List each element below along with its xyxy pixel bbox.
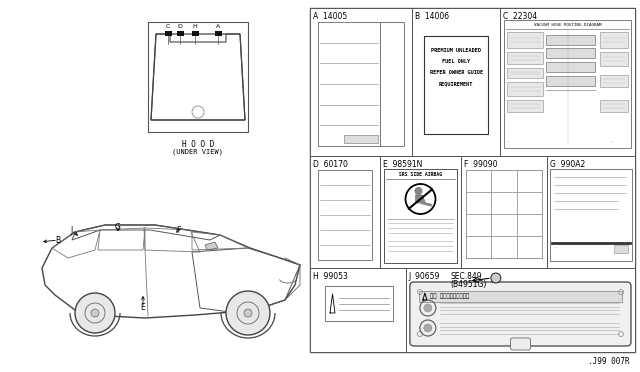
Bar: [318, 170, 372, 260]
Bar: [461, 156, 547, 268]
Bar: [380, 22, 404, 146]
Bar: [507, 68, 543, 78]
Text: 注意  トランスポート固定: 注意 トランスポート固定: [430, 293, 469, 299]
Bar: [466, 214, 492, 236]
FancyBboxPatch shape: [410, 282, 631, 346]
Bar: [517, 192, 542, 214]
Bar: [507, 52, 543, 64]
Text: FUEL ONLY: FUEL ONLY: [442, 59, 470, 64]
Bar: [507, 32, 543, 48]
Text: .J99 007R: .J99 007R: [588, 357, 630, 366]
Text: VACUUM HOSE ROUTING DIAGRAM: VACUUM HOSE ROUTING DIAGRAM: [534, 23, 602, 27]
Bar: [310, 156, 380, 268]
Bar: [380, 156, 461, 268]
Circle shape: [491, 273, 501, 283]
Bar: [600, 100, 628, 112]
Text: F: F: [176, 225, 180, 234]
Bar: [517, 170, 542, 192]
Circle shape: [75, 293, 115, 333]
Text: G  990A2: G 990A2: [550, 160, 586, 169]
Text: (B4951G): (B4951G): [451, 280, 487, 289]
Bar: [310, 268, 406, 352]
Text: H O O D: H O O D: [182, 140, 214, 149]
Bar: [504, 20, 631, 148]
Text: A: A: [216, 24, 220, 29]
Bar: [310, 8, 412, 156]
Bar: [492, 236, 517, 258]
Bar: [517, 214, 542, 236]
Bar: [492, 214, 517, 236]
Bar: [466, 170, 492, 192]
Text: C  22304: C 22304: [503, 12, 537, 21]
Circle shape: [424, 304, 432, 312]
Bar: [600, 52, 628, 66]
Bar: [192, 31, 199, 36]
Bar: [492, 170, 517, 192]
Bar: [424, 36, 488, 134]
Bar: [600, 75, 628, 87]
Bar: [466, 170, 542, 258]
Bar: [148, 22, 248, 132]
Text: ---: ---: [554, 245, 559, 249]
Text: C: C: [166, 24, 170, 29]
Bar: [419, 291, 622, 302]
Text: G: G: [115, 222, 121, 231]
Text: D: D: [177, 24, 182, 29]
Bar: [177, 31, 184, 36]
Text: ---: ---: [507, 139, 511, 143]
Text: ---: ---: [611, 139, 616, 143]
Text: F  99090: F 99090: [464, 160, 498, 169]
Bar: [492, 192, 517, 214]
Circle shape: [226, 291, 270, 335]
Bar: [466, 236, 492, 258]
Bar: [546, 35, 595, 45]
Polygon shape: [205, 242, 218, 250]
Text: B  14006: B 14006: [415, 12, 449, 21]
Circle shape: [424, 324, 432, 332]
Bar: [600, 32, 628, 48]
Polygon shape: [415, 195, 426, 203]
Text: PREMIUM UNLEADED: PREMIUM UNLEADED: [431, 48, 481, 53]
Text: REFER OWNER GUIDE: REFER OWNER GUIDE: [429, 70, 483, 75]
Text: J: J: [71, 225, 73, 234]
Bar: [310, 8, 635, 352]
Bar: [507, 100, 543, 112]
Circle shape: [244, 309, 252, 317]
Text: E: E: [141, 304, 145, 312]
Bar: [344, 135, 378, 143]
Bar: [215, 31, 222, 36]
Text: H  99053: H 99053: [313, 272, 348, 281]
Bar: [614, 245, 628, 253]
Circle shape: [91, 309, 99, 317]
Bar: [546, 48, 595, 58]
Bar: [412, 8, 500, 156]
Bar: [325, 286, 393, 321]
Bar: [546, 76, 595, 86]
FancyBboxPatch shape: [511, 338, 531, 350]
Text: SEC.849: SEC.849: [451, 272, 483, 281]
Text: H: H: [193, 24, 197, 29]
Text: REQUIREMENT: REQUIREMENT: [439, 81, 474, 86]
Bar: [500, 8, 635, 156]
Text: E  98591N: E 98591N: [383, 160, 422, 169]
Bar: [165, 31, 172, 36]
Bar: [546, 62, 595, 72]
Text: A  14005: A 14005: [313, 12, 348, 21]
Text: B: B: [56, 235, 61, 244]
Bar: [384, 169, 457, 263]
Text: D  60170: D 60170: [313, 160, 348, 169]
Bar: [466, 192, 492, 214]
Bar: [550, 169, 632, 261]
Bar: [517, 236, 542, 258]
Text: SRS SIDE AIRBAG: SRS SIDE AIRBAG: [399, 172, 442, 177]
Bar: [318, 22, 380, 146]
Circle shape: [415, 187, 422, 195]
Text: J  90659: J 90659: [409, 272, 440, 281]
Text: (UNDER VIEW): (UNDER VIEW): [173, 148, 223, 154]
Bar: [547, 156, 635, 268]
Bar: [406, 268, 635, 352]
Bar: [507, 82, 543, 96]
